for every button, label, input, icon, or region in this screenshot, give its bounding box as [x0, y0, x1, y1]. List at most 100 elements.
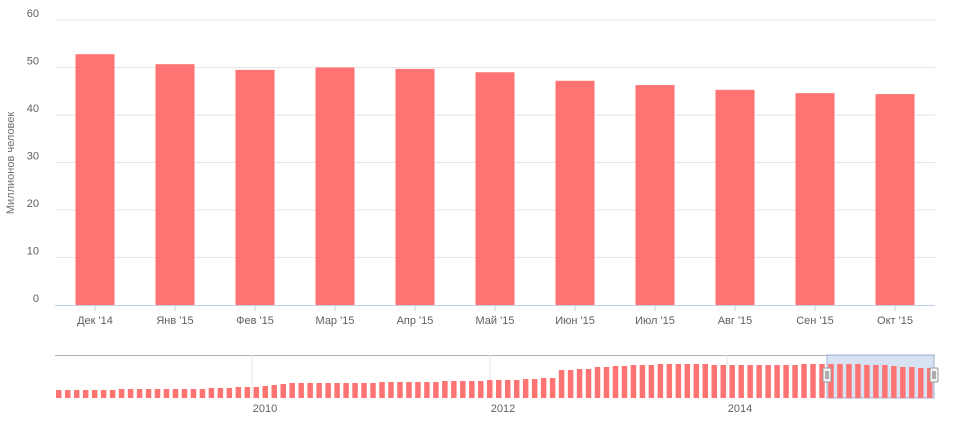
navigator-bar — [451, 381, 457, 398]
x-tick-label: Июл '15 — [635, 315, 675, 327]
navigator-bar — [819, 364, 825, 398]
navigator-bar — [837, 364, 843, 398]
navigator-bar — [747, 365, 753, 398]
navigator[interactable]: 2010 2012 2014 — [55, 354, 939, 415]
navigator-bar — [594, 367, 601, 398]
navigator-bar — [307, 383, 313, 398]
navigator-bar — [253, 387, 260, 398]
bar[interactable] — [155, 64, 195, 305]
x-tick-label: Фев '15 — [236, 315, 274, 327]
navigator-bar — [846, 364, 852, 398]
axis-layer: Дек '14 Янв '15 Фев '15 Мар '15 Апр '15 Май '… — [55, 305, 935, 327]
navigator-bar — [765, 365, 771, 398]
navigator-bar — [496, 380, 502, 398]
navigator-bar — [199, 389, 206, 398]
x-tick-label: Дек '14 — [77, 315, 113, 327]
navigator-bar — [478, 381, 484, 398]
x-tick-label: Июн '15 — [555, 315, 595, 327]
navigator-bar — [693, 364, 700, 398]
bar[interactable] — [75, 54, 115, 306]
navigator-bar — [397, 382, 403, 398]
navigator-bar — [927, 368, 933, 398]
navigator-bar — [567, 370, 574, 398]
navigator-bar — [64, 390, 71, 398]
navigator-bar — [487, 380, 493, 398]
navigator-bar — [891, 366, 897, 398]
navigator-bar — [91, 390, 98, 398]
x-tick-label: Сен '15 — [796, 315, 834, 327]
bar[interactable] — [315, 67, 355, 306]
navigator-bar — [280, 384, 286, 398]
navigator-bar — [298, 383, 304, 398]
navigator-bar — [801, 364, 807, 398]
bar[interactable] — [395, 68, 435, 305]
x-tick-label: Окт '15 — [877, 315, 913, 327]
navigator-bar — [864, 365, 870, 398]
navigator-selection[interactable] — [826, 354, 935, 399]
navigator-bar — [235, 387, 242, 398]
navigator-bar — [109, 390, 116, 398]
navigator-left-handle[interactable] — [822, 367, 832, 383]
navigator-bar — [621, 366, 628, 398]
navigator-bar — [226, 388, 233, 398]
bar-layer — [75, 54, 915, 306]
navigator-bar — [244, 387, 251, 398]
navigator-bar — [316, 383, 322, 398]
navigator-bar — [558, 370, 565, 398]
navigator-bar — [361, 383, 367, 398]
navigator-bar — [127, 389, 134, 398]
navigator-bar — [406, 382, 412, 398]
navigator-bar — [639, 365, 646, 398]
x-tick-label: Мар '15 — [316, 315, 355, 327]
navigator-bar — [918, 368, 924, 398]
navigator-bar — [873, 365, 879, 398]
navigator-right-handle[interactable] — [929, 367, 939, 383]
navigator-bar — [217, 388, 224, 398]
navigator-bar — [756, 365, 762, 398]
navigator-bar — [882, 365, 888, 398]
navigator-bar — [657, 364, 664, 398]
navigator-bar — [630, 365, 637, 398]
navigator-bar — [415, 382, 421, 398]
bar[interactable] — [235, 69, 275, 305]
navigator-bar — [289, 383, 295, 398]
navigator-bar — [729, 365, 735, 398]
x-tick-label: Май '15 — [476, 315, 515, 327]
navigator-bar — [442, 381, 448, 398]
y-axis-title: Миллионов человек — [5, 112, 17, 214]
x-tick-label: Авг '15 — [718, 315, 753, 327]
navigator-bar — [433, 382, 439, 398]
y-tick-label: 50 — [27, 56, 39, 68]
bar[interactable] — [635, 85, 675, 305]
navigator-bar — [522, 379, 529, 398]
bar[interactable] — [555, 80, 595, 305]
bar[interactable] — [715, 89, 755, 305]
navigator-bar — [540, 378, 547, 398]
navigator-bar — [666, 364, 673, 398]
navigator-bar — [585, 369, 592, 398]
navigator-bar — [900, 367, 906, 398]
navigator-bar — [855, 364, 861, 398]
navigator-bar — [136, 389, 143, 398]
navigator-bar — [675, 364, 682, 398]
bar[interactable] — [795, 93, 835, 306]
navigator-bar — [504, 380, 511, 398]
navigator-bar — [531, 379, 538, 398]
y-tick-label: 20 — [27, 198, 39, 210]
bar[interactable] — [875, 94, 915, 305]
navigator-bar — [262, 386, 269, 398]
navigator-bar — [783, 365, 789, 398]
navigator-bar — [100, 390, 107, 398]
navigator-bar — [82, 390, 89, 398]
navigator-bar — [909, 367, 915, 398]
navigator-bar — [460, 381, 466, 398]
bar[interactable] — [475, 72, 515, 305]
navigator-bar — [720, 365, 726, 398]
navigator-bar — [145, 389, 152, 398]
navigator-bar — [181, 389, 188, 398]
navigator-bar — [73, 390, 80, 398]
navigator-bar — [424, 382, 430, 398]
navigator-bar — [271, 385, 277, 398]
